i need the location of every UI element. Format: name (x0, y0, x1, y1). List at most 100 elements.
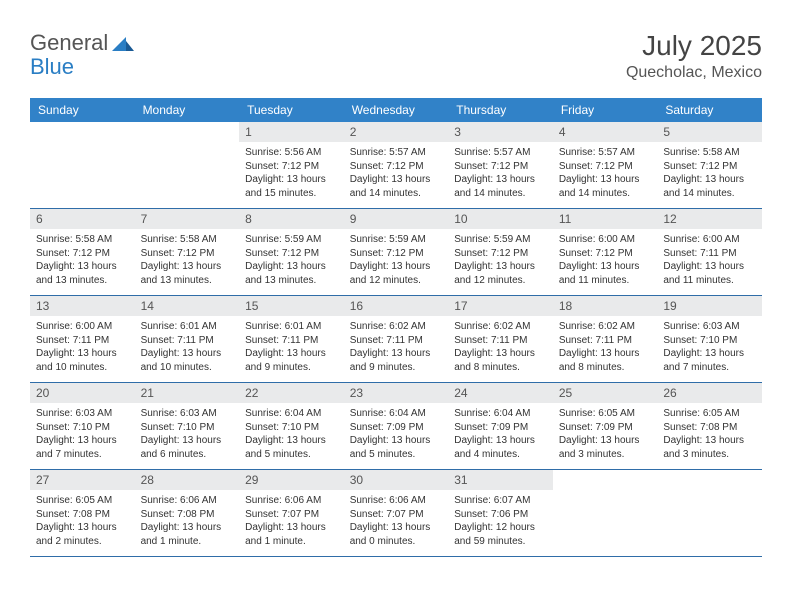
day-cell: 23Sunrise: 6:04 AMSunset: 7:09 PMDayligh… (344, 383, 449, 470)
day-cell: 16Sunrise: 6:02 AMSunset: 7:11 PMDayligh… (344, 296, 449, 383)
day-cell: 17Sunrise: 6:02 AMSunset: 7:11 PMDayligh… (448, 296, 553, 383)
day-cell: 15Sunrise: 6:01 AMSunset: 7:11 PMDayligh… (239, 296, 344, 383)
day-cell: 9Sunrise: 5:59 AMSunset: 7:12 PMDaylight… (344, 209, 449, 296)
day-number: 28 (135, 470, 240, 490)
day-header-wed: Wednesday (344, 98, 449, 122)
day-number: 13 (30, 296, 135, 316)
day-details: Sunrise: 5:58 AMSunset: 7:12 PMDaylight:… (135, 229, 240, 295)
day-number: 2 (344, 122, 449, 142)
day-number: 26 (657, 383, 762, 403)
day-details: Sunrise: 6:00 AMSunset: 7:12 PMDaylight:… (553, 229, 658, 295)
location-label: Quecholac, Mexico (626, 64, 762, 82)
day-details: Sunrise: 5:57 AMSunset: 7:12 PMDaylight:… (448, 142, 553, 208)
calendar-body: ....1Sunrise: 5:56 AMSunset: 7:12 PMDayl… (30, 122, 762, 557)
day-details: Sunrise: 6:06 AMSunset: 7:07 PMDaylight:… (239, 490, 344, 556)
day-number: 5 (657, 122, 762, 142)
day-details: Sunrise: 6:01 AMSunset: 7:11 PMDaylight:… (135, 316, 240, 382)
day-cell: .. (657, 470, 762, 557)
day-number: 20 (30, 383, 135, 403)
day-details: Sunrise: 6:06 AMSunset: 7:07 PMDaylight:… (344, 490, 449, 556)
day-header-tue: Tuesday (239, 98, 344, 122)
day-number: 25 (553, 383, 658, 403)
day-cell: 19Sunrise: 6:03 AMSunset: 7:10 PMDayligh… (657, 296, 762, 383)
day-details: Sunrise: 6:04 AMSunset: 7:10 PMDaylight:… (239, 403, 344, 469)
day-cell: 30Sunrise: 6:06 AMSunset: 7:07 PMDayligh… (344, 470, 449, 557)
day-cell: .. (135, 122, 240, 209)
day-header-mon: Monday (135, 98, 240, 122)
day-number: 7 (135, 209, 240, 229)
week-row: 6Sunrise: 5:58 AMSunset: 7:12 PMDaylight… (30, 209, 762, 296)
calendar-table: Sunday Monday Tuesday Wednesday Thursday… (30, 98, 762, 557)
day-cell: 2Sunrise: 5:57 AMSunset: 7:12 PMDaylight… (344, 122, 449, 209)
day-cell: 1Sunrise: 5:56 AMSunset: 7:12 PMDaylight… (239, 122, 344, 209)
calendar-page: General July 2025 Quecholac, Mexico Blue… (0, 0, 792, 577)
day-number: 4 (553, 122, 658, 142)
day-details: Sunrise: 6:07 AMSunset: 7:06 PMDaylight:… (448, 490, 553, 556)
day-cell: 8Sunrise: 5:59 AMSunset: 7:12 PMDaylight… (239, 209, 344, 296)
week-row: 20Sunrise: 6:03 AMSunset: 7:10 PMDayligh… (30, 383, 762, 470)
day-details: Sunrise: 6:06 AMSunset: 7:08 PMDaylight:… (135, 490, 240, 556)
day-number: 3 (448, 122, 553, 142)
month-title: July 2025 (626, 30, 762, 62)
day-number: 31 (448, 470, 553, 490)
day-details: Sunrise: 6:03 AMSunset: 7:10 PMDaylight:… (135, 403, 240, 469)
day-number: 9 (344, 209, 449, 229)
day-cell: 4Sunrise: 5:57 AMSunset: 7:12 PMDaylight… (553, 122, 658, 209)
day-details: Sunrise: 6:03 AMSunset: 7:10 PMDaylight:… (657, 316, 762, 382)
day-details: Sunrise: 6:01 AMSunset: 7:11 PMDaylight:… (239, 316, 344, 382)
day-number: 16 (344, 296, 449, 316)
day-cell: 10Sunrise: 5:59 AMSunset: 7:12 PMDayligh… (448, 209, 553, 296)
day-details: Sunrise: 6:05 AMSunset: 7:08 PMDaylight:… (30, 490, 135, 556)
day-cell: 18Sunrise: 6:02 AMSunset: 7:11 PMDayligh… (553, 296, 658, 383)
day-cell: 31Sunrise: 6:07 AMSunset: 7:06 PMDayligh… (448, 470, 553, 557)
day-details: Sunrise: 5:56 AMSunset: 7:12 PMDaylight:… (239, 142, 344, 208)
day-number: 21 (135, 383, 240, 403)
brand-name-2: Blue (30, 54, 74, 79)
day-header-thu: Thursday (448, 98, 553, 122)
day-details: Sunrise: 5:57 AMSunset: 7:12 PMDaylight:… (344, 142, 449, 208)
day-details: Sunrise: 6:05 AMSunset: 7:09 PMDaylight:… (553, 403, 658, 469)
day-cell: 7Sunrise: 5:58 AMSunset: 7:12 PMDaylight… (135, 209, 240, 296)
day-details: Sunrise: 5:59 AMSunset: 7:12 PMDaylight:… (448, 229, 553, 295)
day-cell: 28Sunrise: 6:06 AMSunset: 7:08 PMDayligh… (135, 470, 240, 557)
day-number: 11 (553, 209, 658, 229)
day-number: 27 (30, 470, 135, 490)
day-cell: 13Sunrise: 6:00 AMSunset: 7:11 PMDayligh… (30, 296, 135, 383)
brand-logo: General (30, 30, 136, 56)
day-cell: 29Sunrise: 6:06 AMSunset: 7:07 PMDayligh… (239, 470, 344, 557)
day-details: Sunrise: 6:02 AMSunset: 7:11 PMDaylight:… (344, 316, 449, 382)
day-number: 12 (657, 209, 762, 229)
day-number: 29 (239, 470, 344, 490)
week-row: 13Sunrise: 6:00 AMSunset: 7:11 PMDayligh… (30, 296, 762, 383)
day-header-fri: Friday (553, 98, 658, 122)
day-details: Sunrise: 6:04 AMSunset: 7:09 PMDaylight:… (344, 403, 449, 469)
day-cell: 24Sunrise: 6:04 AMSunset: 7:09 PMDayligh… (448, 383, 553, 470)
brand-name-2-wrap: Blue (30, 54, 74, 80)
day-details: Sunrise: 6:05 AMSunset: 7:08 PMDaylight:… (657, 403, 762, 469)
day-details: Sunrise: 6:00 AMSunset: 7:11 PMDaylight:… (30, 316, 135, 382)
day-details: Sunrise: 6:02 AMSunset: 7:11 PMDaylight:… (448, 316, 553, 382)
day-number: 10 (448, 209, 553, 229)
day-number: 8 (239, 209, 344, 229)
day-cell: .. (30, 122, 135, 209)
day-cell: 14Sunrise: 6:01 AMSunset: 7:11 PMDayligh… (135, 296, 240, 383)
day-number: 15 (239, 296, 344, 316)
day-number: 6 (30, 209, 135, 229)
day-number: 30 (344, 470, 449, 490)
day-number: 23 (344, 383, 449, 403)
day-details: Sunrise: 6:03 AMSunset: 7:10 PMDaylight:… (30, 403, 135, 469)
day-details: Sunrise: 5:58 AMSunset: 7:12 PMDaylight:… (657, 142, 762, 208)
day-number: 14 (135, 296, 240, 316)
day-number: 17 (448, 296, 553, 316)
page-header: General July 2025 Quecholac, Mexico (30, 30, 762, 82)
day-cell: 11Sunrise: 6:00 AMSunset: 7:12 PMDayligh… (553, 209, 658, 296)
day-number: 22 (239, 383, 344, 403)
brand-triangle-icon (112, 35, 134, 51)
day-details: Sunrise: 5:59 AMSunset: 7:12 PMDaylight:… (239, 229, 344, 295)
day-number: 24 (448, 383, 553, 403)
day-details: Sunrise: 5:58 AMSunset: 7:12 PMDaylight:… (30, 229, 135, 295)
day-header-sat: Saturday (657, 98, 762, 122)
brand-name-1: General (30, 30, 108, 56)
day-cell: 27Sunrise: 6:05 AMSunset: 7:08 PMDayligh… (30, 470, 135, 557)
day-cell: 20Sunrise: 6:03 AMSunset: 7:10 PMDayligh… (30, 383, 135, 470)
